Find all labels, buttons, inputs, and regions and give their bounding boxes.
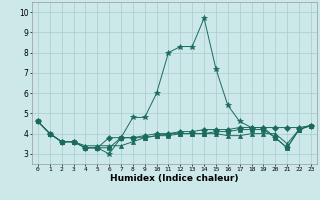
X-axis label: Humidex (Indice chaleur): Humidex (Indice chaleur) [110, 174, 239, 183]
